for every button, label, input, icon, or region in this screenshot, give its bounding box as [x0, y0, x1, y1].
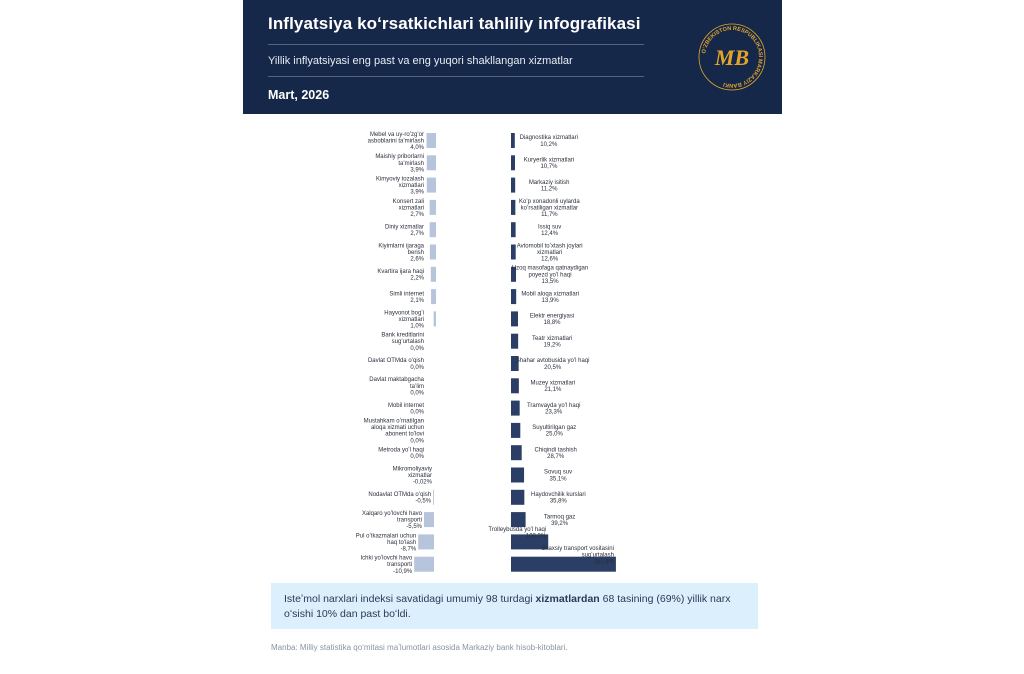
note-text-bold: xizmatlardan: [535, 593, 600, 605]
low-bar-label: Xalqaro yoʻlovchi havo transporti -5,5%: [362, 510, 423, 530]
high-bar: [511, 556, 616, 572]
central-bank-logo: OʻZBEKISTON RESPUBLIKASI MARKAZIY BANKI …: [698, 23, 766, 91]
logo-ring: [698, 23, 766, 91]
low-bar: [426, 155, 436, 171]
high-bar: [511, 311, 518, 327]
high-bar-label: Haydovchilik kurslari 35,8%: [531, 492, 586, 505]
low-bar: [431, 289, 436, 305]
low-bar: [426, 133, 436, 148]
low-bar-label: Diniy xizmatlar 2,7%: [385, 224, 425, 237]
high-bar-label: Kuryerlik xizmatlari 10,7%: [524, 158, 574, 171]
low-bar: [426, 177, 436, 193]
high-bar: [511, 266, 517, 282]
high-bar: [511, 177, 516, 193]
high-bar-label: Trolleybusda yoʻl haqi 100,0%: [488, 526, 546, 540]
low-bar: [414, 556, 434, 572]
report-date: Mart, 2026: [268, 88, 330, 102]
header-divider: [268, 76, 644, 77]
infographic-card: Inflyatsiya koʻrsatkichlari tahliliy inf…: [243, 0, 782, 674]
high-bar-label: Uzoq masofaga qatnaydigan poyezd yoʻl haq…: [512, 266, 588, 285]
low-bar-label: Nodavlat OTMda oʻqish -0,5%: [368, 491, 431, 505]
high-bar-label: Mobil aloqa xizmatlari 13,9%: [521, 291, 579, 304]
high-bar-label: Tarmoq gaz 39,2%: [544, 514, 575, 527]
low-bar-label: Kiyimlarni ijaraga berish 2,6%: [378, 243, 424, 262]
high-bar: [511, 333, 519, 349]
summary-note: Isteʼmol narxlari indeksi savatidagi umu…: [271, 583, 758, 629]
high-bar: [511, 199, 516, 215]
note-text-after: 68 tasining (69%) yillik narx oʻsishi 10…: [284, 593, 731, 620]
high-bar-label: Sovuq suv 35,1%: [544, 470, 572, 483]
high-bar-label: Diagnostika xizmatlari 10,2%: [520, 135, 578, 148]
high-bar: [511, 222, 516, 238]
low-bar: [429, 222, 436, 238]
low-bar-label: Konsert zali xizmatlari 2,7%: [393, 199, 425, 218]
high-bar: [511, 133, 515, 148]
high-bar: [511, 445, 522, 461]
low-bar: [429, 244, 436, 260]
low-bar: [433, 311, 436, 327]
high-bar-label: Shaxsiy transport vositasini sugʻurtalash…: [541, 546, 614, 565]
page-subtitle: Yillik inflyatsiyasi eng past va eng yuq…: [268, 55, 573, 67]
high-bar-label: Issiq suv 12,4%: [538, 224, 561, 237]
high-bar: [511, 512, 526, 528]
low-bar-label: Mobil internet 0,0%: [388, 403, 425, 416]
low-bar-label: Kvartira ijara haqi 2,2%: [377, 269, 424, 282]
low-bar-label: Pul oʻtkazmalari uchun haq toʻlash -8,7%: [356, 532, 417, 552]
high-bar: [511, 356, 519, 371]
high-bar: [511, 534, 549, 550]
low-bar-label: Mustahkam oʻrnatilgan aloqa xizmati uchun…: [364, 418, 425, 445]
high-bar-label: Chiqindi tashish 28,7%: [535, 447, 577, 460]
high-bar-label: Avtomobil toʻxtash joylari xizmatlari 12,6…: [517, 242, 583, 262]
low-bar: [430, 266, 436, 282]
high-bar: [511, 489, 525, 505]
low-bar-label: Metroda yoʻl haqi 0,0%: [378, 446, 424, 460]
high-bar: [511, 378, 519, 394]
high-bar-label: Koʻp xonadonli uylarda koʻrsatiligan xizm…: [519, 198, 580, 218]
high-bar-label: Shahar avtobusida yoʻl haqi 20,5%: [516, 357, 590, 371]
inflation-bar-chart: Mebel va uy-roʻzgʻor asboblarini taʼmirla…: [356, 131, 616, 574]
high-bar: [511, 400, 520, 416]
high-bar-label: Elektr energiyasi 18,8%: [530, 314, 574, 327]
low-bar-label: Maishiy priborlarni taʼmirlash 3,9%: [375, 154, 424, 173]
low-bar-label: Hayvonot bogʻi xizmatlari 1,0%: [384, 309, 424, 329]
high-bar: [511, 422, 521, 438]
note-text-before: Isteʼmol narxlari indeksi savatidagi umu…: [284, 593, 536, 605]
low-bar-label: Bank kreditlarini sugʻurtalash 0,0%: [381, 333, 424, 352]
high-bar: [511, 244, 516, 260]
high-bar-label: Teatr xizmatlari 19,2%: [532, 336, 572, 349]
low-bar-label: Davlat OTMda oʻqish 0,0%: [368, 357, 425, 371]
low-bar: [429, 199, 436, 215]
header-divider: [268, 44, 644, 45]
high-bar-label: Suyultirilgan gaz 25,0%: [532, 425, 576, 438]
high-bar-label: Markaziy isitish 11,2%: [529, 180, 570, 193]
low-bar-label: Simli internet 2,1%: [389, 291, 424, 304]
low-bar-label: Kimyoviy tozalash xizmatlari 3,9%: [376, 177, 425, 196]
low-bar-label: Mebel va uy-roʻzgʻor asboblarini taʼmirla…: [368, 131, 425, 151]
low-bar: [424, 512, 434, 528]
high-bar-label: Muzey xizmatlari 21,1%: [531, 381, 576, 394]
high-bar: [511, 289, 517, 305]
low-bar-label: Davlat maktabgacha taʼlim 0,0%: [369, 377, 424, 396]
low-bar-label: Mikromoliyaviy xizmatlar -0,02%: [393, 466, 433, 485]
low-bar: [418, 534, 434, 550]
low-bar-label: Ichki yoʻlovchi havo transporti -10,9%: [360, 555, 412, 574]
high-bar: [511, 155, 515, 171]
logo-monogram: MB: [714, 45, 749, 70]
high-bar: [511, 467, 525, 483]
low-bar: [433, 489, 434, 505]
page-title: Inflyatsiya koʻrsatkichlari tahliliy inf…: [268, 14, 641, 33]
header: Inflyatsiya koʻrsatkichlari tahliliy inf…: [243, 0, 782, 114]
source-note: Manba: Milliy statistika qoʻmitasi maʼlu…: [271, 643, 568, 652]
high-bar-label: Tramvayda yoʻl haqi 23,3%: [527, 402, 580, 416]
